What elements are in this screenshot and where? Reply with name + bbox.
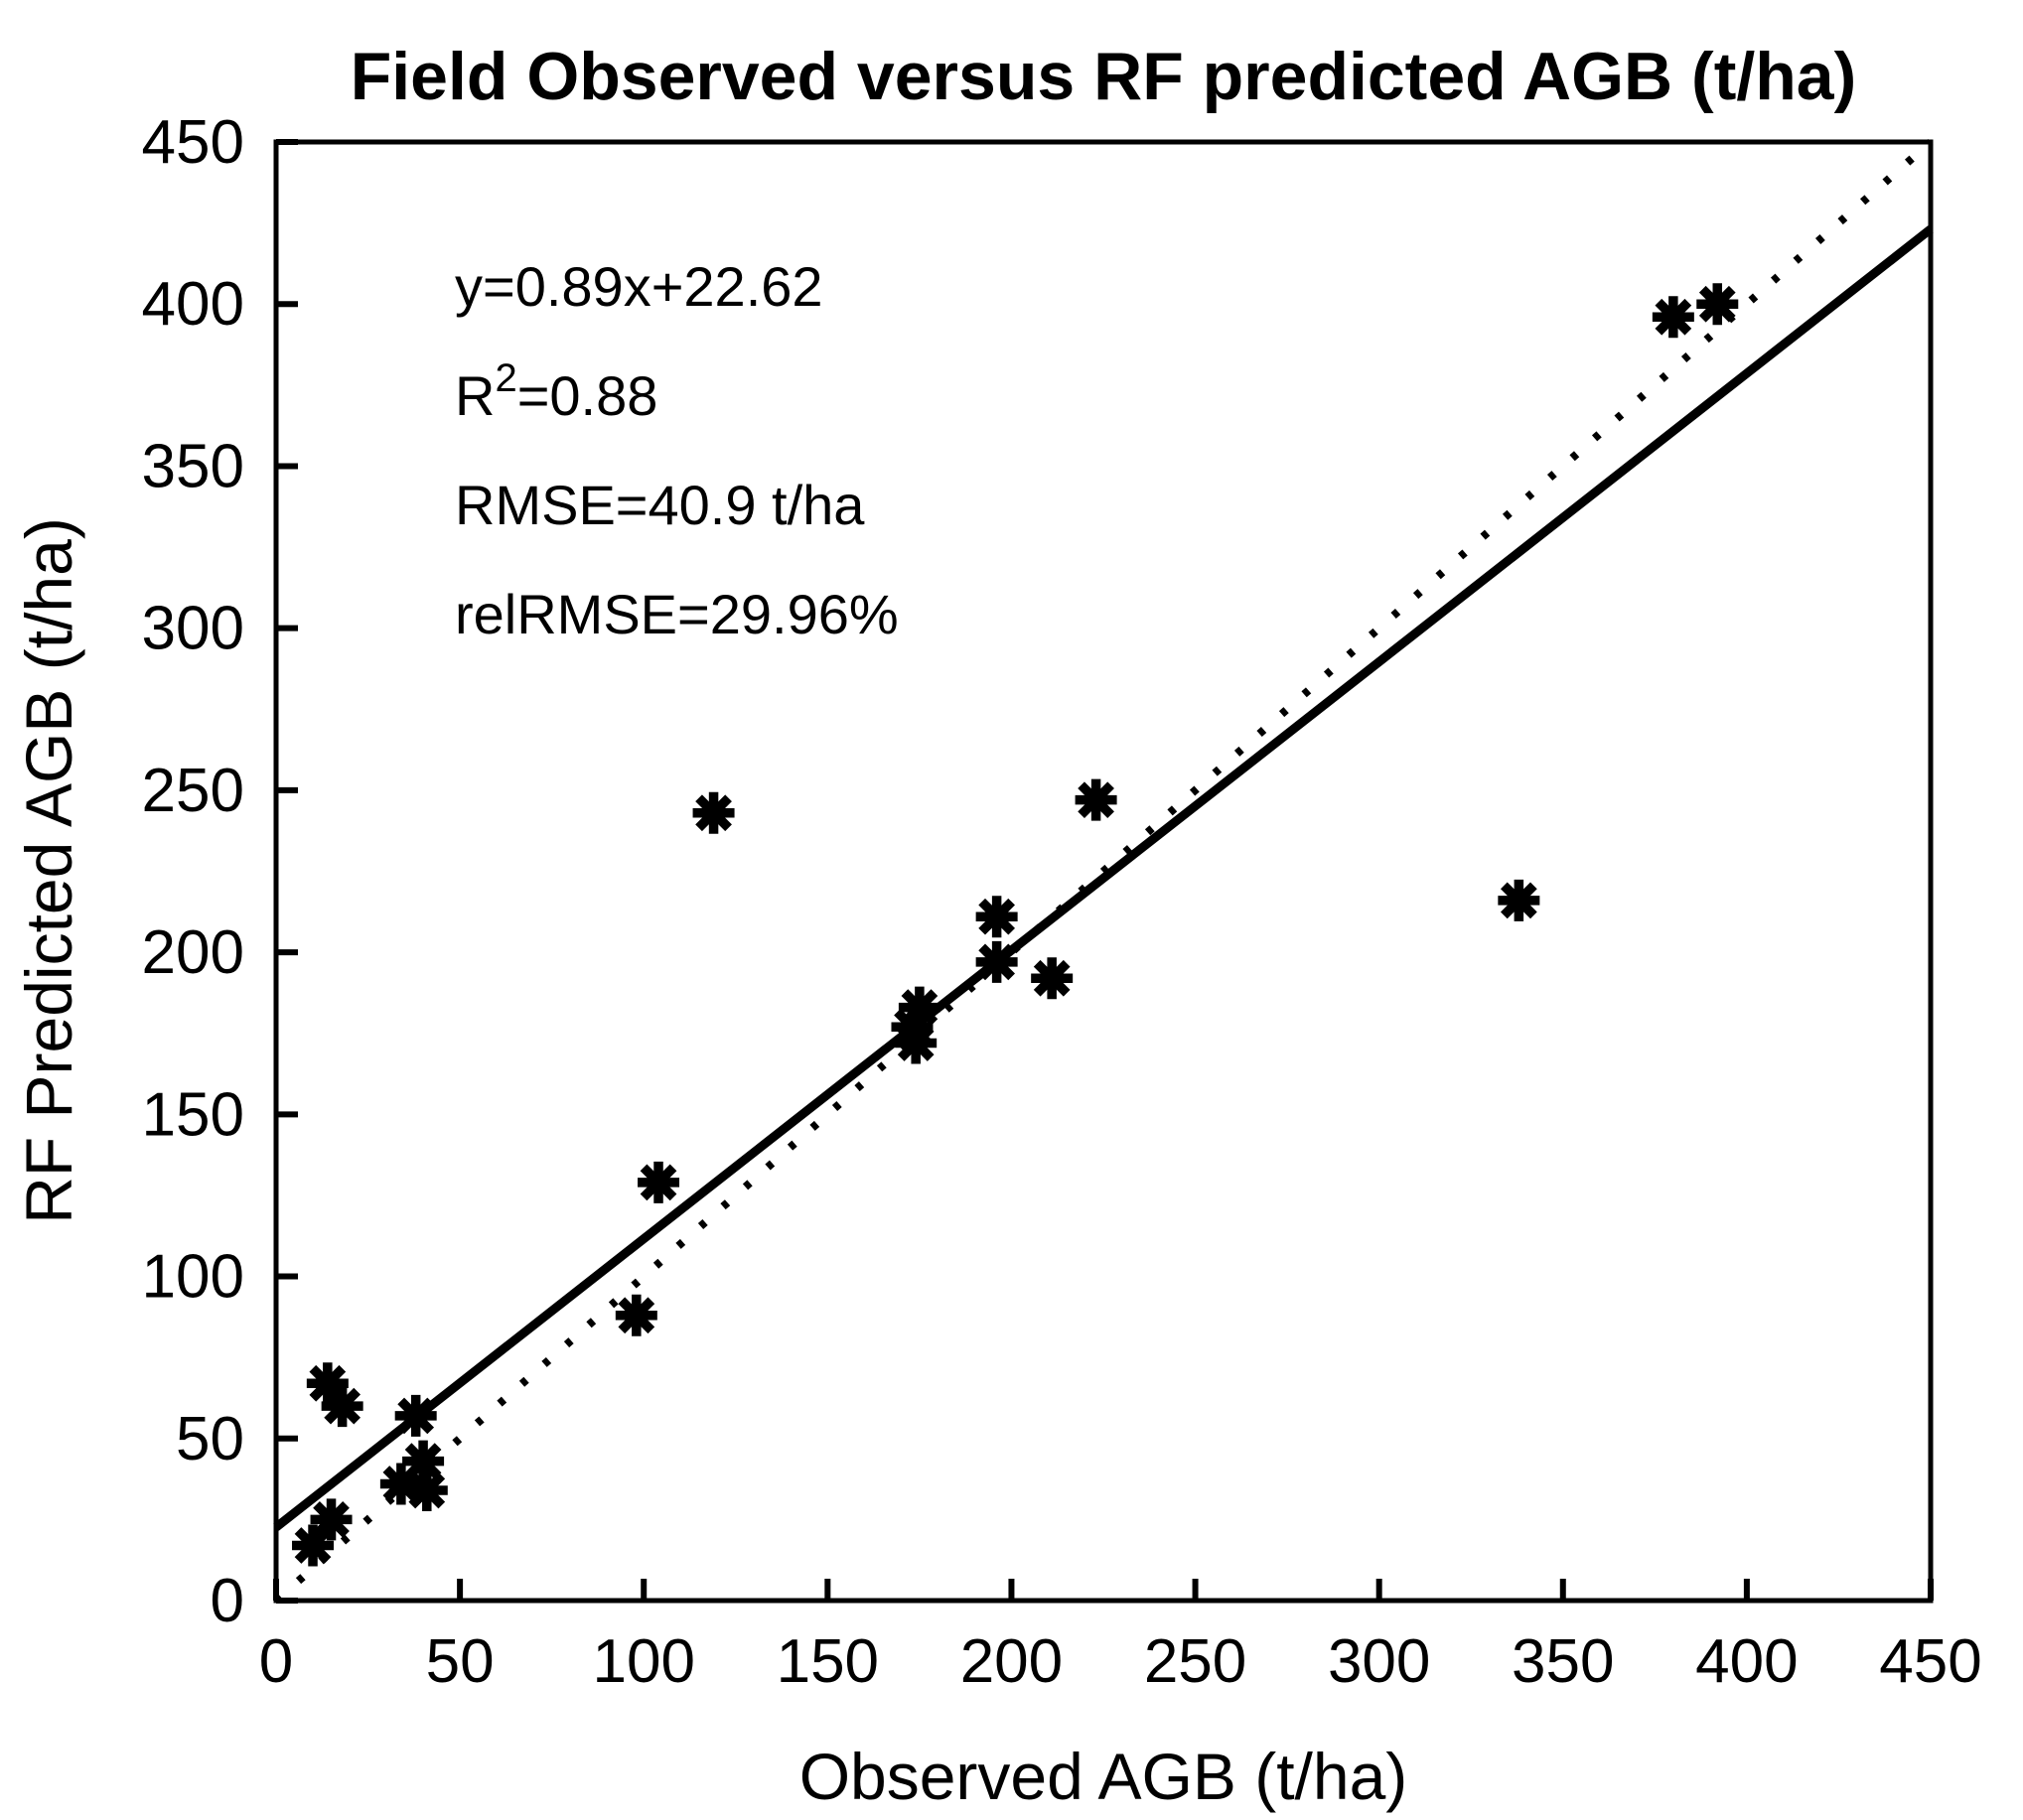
x-tick-label: 350 — [1512, 1627, 1614, 1696]
data-point-marker — [402, 1440, 445, 1482]
data-point-marker — [1652, 296, 1694, 339]
stats-annotation-line: RMSE=40.9 t/ha — [455, 474, 865, 536]
plot-box — [273, 139, 1934, 1604]
data-point-marker — [321, 1385, 363, 1428]
data-point-marker — [1696, 283, 1739, 326]
y-tick-label: 450 — [142, 108, 244, 177]
line-layer — [273, 138, 1934, 1605]
data-point-marker — [895, 1022, 938, 1064]
stats-annotation-block: y=0.89x+22.62 R2=0.88 RMSE=40.9 t/ha relRMS… — [455, 255, 899, 645]
data-point-marker — [615, 1294, 657, 1336]
data-point-marker — [638, 1161, 680, 1203]
data-point-marker — [975, 940, 1018, 983]
x-axis-label: Observed AGB (t/ha) — [799, 1740, 1408, 1813]
data-point-marker — [898, 986, 940, 1029]
y-tick-label: 150 — [142, 1080, 244, 1149]
x-tick-label: 0 — [259, 1627, 293, 1696]
data-point-marker — [394, 1394, 437, 1437]
x-tick-label: 400 — [1695, 1627, 1798, 1696]
y-tick-label: 100 — [142, 1243, 244, 1312]
data-point-marker — [310, 1498, 353, 1541]
stats-annotation-line: y=0.89x+22.62 — [455, 255, 823, 318]
stats-annotation-line: relRMSE=29.96% — [455, 583, 899, 645]
data-point-marker — [1498, 879, 1540, 921]
y-axis-label: RF Predicted AGB (t/ha) — [12, 517, 85, 1224]
axes-layer: 0 50 100 150 200 250 300 350 400 450 0 50 100 150 200 2… — [142, 108, 1982, 1696]
identity-line — [273, 138, 1934, 1605]
y-tick-label: 400 — [142, 270, 244, 339]
y-tick-label: 250 — [142, 757, 244, 825]
y-tick-label: 350 — [142, 432, 244, 500]
x-tick-label: 250 — [1144, 1627, 1246, 1696]
x-tick-label: 150 — [777, 1627, 879, 1696]
data-point-marker — [1031, 957, 1074, 1000]
chart-title: Field Observed versus RF predicted AGB (… — [351, 39, 1857, 114]
marker-layer — [292, 283, 1739, 1567]
regression-line — [273, 225, 1934, 1531]
x-tick-label: 100 — [592, 1627, 694, 1696]
y-tick-label: 50 — [176, 1405, 244, 1473]
y-tick-label: 0 — [211, 1567, 244, 1635]
data-point-marker — [1075, 778, 1117, 821]
data-point-marker — [975, 896, 1018, 938]
y-tick-label: 200 — [142, 918, 244, 987]
x-tick-label: 450 — [1879, 1627, 1981, 1696]
data-point-marker — [692, 791, 735, 834]
y-tick-label: 300 — [142, 595, 244, 663]
data-point-marker — [292, 1524, 335, 1567]
stats-annotation-line: R2=0.88 — [455, 356, 657, 427]
x-tick-label: 300 — [1328, 1627, 1430, 1696]
x-tick-label: 50 — [426, 1627, 495, 1696]
x-tick-label: 200 — [960, 1627, 1063, 1696]
